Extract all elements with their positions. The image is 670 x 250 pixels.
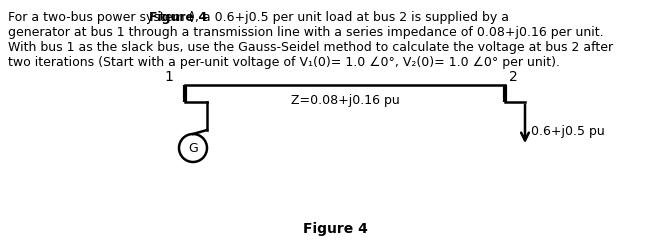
Text: two iterations (Start with a per-unit voltage of V₁(0)= 1.0 ∠0°, V₂(0)= 1.0 ∠0° : two iterations (Start with a per-unit vo…	[8, 56, 560, 69]
Text: Figure 4: Figure 4	[149, 11, 208, 24]
Text: G: G	[188, 142, 198, 155]
Text: With bus 1 as the slack bus, use the Gauss-Seidel method to calculate the voltag: With bus 1 as the slack bus, use the Gau…	[8, 41, 613, 54]
Text: Figure 4: Figure 4	[303, 221, 367, 235]
Text: 0.6+j0.5 pu: 0.6+j0.5 pu	[531, 124, 605, 137]
Text: For a two-bus power system (: For a two-bus power system (	[8, 11, 194, 24]
Text: 2: 2	[509, 70, 518, 84]
Text: ), a 0.6+j0.5 per unit load at bus 2 is supplied by a: ), a 0.6+j0.5 per unit load at bus 2 is …	[190, 11, 509, 24]
Text: generator at bus 1 through a transmission line with a series impedance of 0.08+j: generator at bus 1 through a transmissio…	[8, 26, 604, 39]
Text: 1: 1	[164, 70, 173, 84]
Text: Z=0.08+j0.16 pu: Z=0.08+j0.16 pu	[291, 94, 399, 106]
